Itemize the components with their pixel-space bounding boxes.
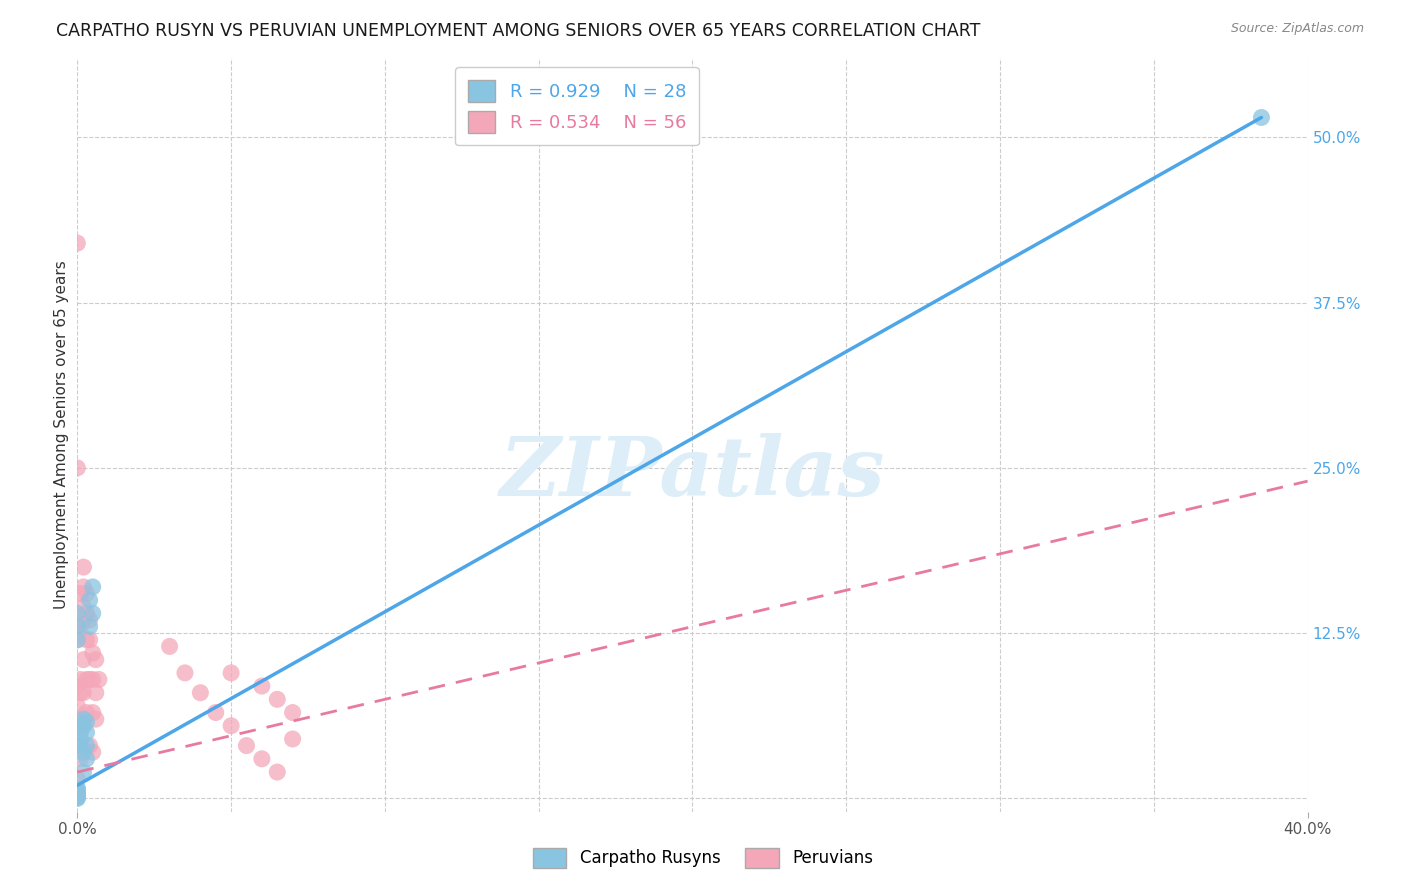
Point (69, 586, 91, 600)
Point (79, 613, 101, 627)
Point (281, 731, 304, 746)
Point (76, 752, 98, 766)
Point (66, 739, 89, 753)
Point (82, 745, 104, 759)
Legend: R = 0.929    N = 28, R = 0.534    N = 56: R = 0.929 N = 28, R = 0.534 N = 56 (456, 67, 699, 145)
Point (204, 706, 226, 720)
Point (79, 632, 101, 647)
Point (219, 665, 242, 680)
Point (79, 619, 101, 633)
Point (82, 673, 104, 687)
Point (66, 790, 89, 805)
Point (66, 632, 89, 647)
Point (79, 739, 101, 753)
Text: Source: ZipAtlas.com: Source: ZipAtlas.com (1230, 22, 1364, 36)
Point (72, 719, 94, 733)
Point (66, 607, 89, 621)
Point (76, 607, 98, 621)
Point (82, 580, 104, 594)
Point (235, 739, 257, 753)
Point (72, 686, 94, 700)
Point (66, 789, 89, 803)
Point (72, 560, 94, 574)
Point (266, 692, 288, 706)
Point (66, 698, 89, 713)
Point (69, 752, 91, 766)
Point (1250, 111, 1272, 125)
Point (72, 599, 94, 614)
Point (66, 785, 89, 799)
Point (72, 765, 94, 780)
Point (82, 607, 104, 621)
Point (69, 686, 91, 700)
Point (69, 619, 91, 633)
Legend: Carpatho Rusyns, Peruvians: Carpatho Rusyns, Peruvians (526, 841, 880, 875)
Point (79, 673, 101, 687)
Point (69, 739, 91, 753)
Point (66, 619, 89, 633)
Point (66, 791, 89, 805)
Point (69, 673, 91, 687)
Point (66, 785, 89, 799)
Point (159, 640, 181, 654)
Point (69, 725, 91, 739)
Point (76, 673, 98, 687)
Point (66, 782, 89, 797)
Point (66, 789, 89, 803)
Text: CARPATHO RUSYN VS PERUVIAN UNEMPLOYMENT AMONG SENIORS OVER 65 YEARS CORRELATION : CARPATHO RUSYN VS PERUVIAN UNEMPLOYMENT … (56, 22, 980, 40)
Point (84, 686, 107, 700)
Point (72, 745, 94, 759)
Text: ZIPatlas: ZIPatlas (499, 433, 886, 513)
Point (69, 719, 91, 733)
Point (84, 653, 107, 667)
Point (82, 706, 104, 720)
Point (69, 731, 91, 746)
Point (72, 719, 94, 733)
Point (76, 725, 98, 739)
Point (76, 739, 98, 753)
Point (66, 632, 89, 647)
Point (72, 653, 94, 667)
Point (66, 786, 89, 800)
Point (79, 593, 101, 607)
Point (66, 712, 89, 726)
Point (266, 765, 288, 780)
Point (84, 712, 107, 726)
Point (250, 752, 273, 766)
Point (87, 673, 110, 687)
Point (66, 780, 89, 795)
Point (76, 586, 98, 600)
Point (66, 461, 89, 475)
Point (174, 665, 197, 680)
Point (66, 619, 89, 633)
Point (72, 712, 94, 726)
Point (76, 714, 98, 729)
Point (66, 790, 89, 805)
Point (82, 646, 104, 660)
Point (188, 686, 212, 700)
Point (250, 679, 273, 693)
Point (72, 580, 94, 594)
Y-axis label: Unemployment Among Seniors over 65 years: Unemployment Among Seniors over 65 years (53, 260, 69, 609)
Point (66, 788, 89, 802)
Point (72, 613, 94, 627)
Point (76, 706, 98, 720)
Point (66, 788, 89, 802)
Point (69, 719, 91, 733)
Point (66, 236, 89, 251)
Point (66, 772, 89, 786)
Point (66, 679, 89, 693)
Point (76, 632, 98, 647)
Point (219, 719, 242, 733)
Point (281, 706, 304, 720)
